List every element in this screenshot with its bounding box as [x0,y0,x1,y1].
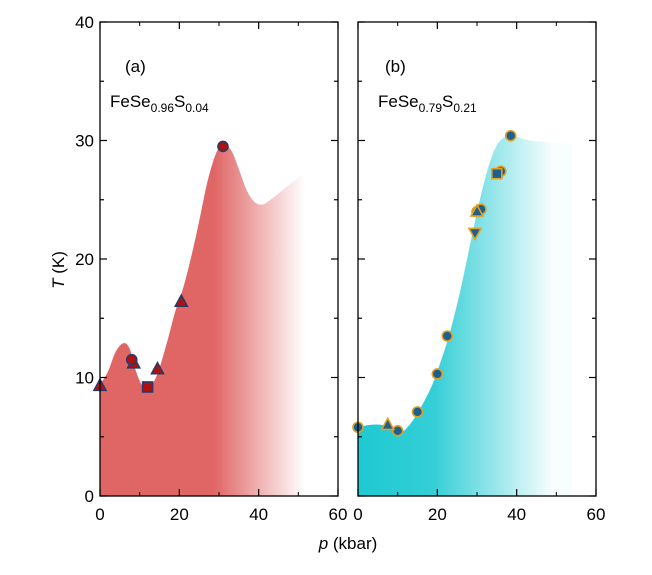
panel-a-x-tick-label: 60 [329,505,348,524]
panel-a-triangle-marker [150,361,165,375]
x-axis-title: p (kbar) [318,534,378,553]
panel-a: 0 20 40 60 0 10 20 30 40 (a) FeSe0.96S0.04 [75,13,347,524]
panel-b-circle-marker [431,368,444,380]
panel-a-y-tick-label: 40 [75,13,94,32]
panel-b-x-tick-label: 0 [353,505,362,524]
panel-a-phase-region [100,144,307,496]
panel-b-triangle-down-marker [467,227,483,242]
panel-b-x-tick-label: 40 [507,505,526,524]
panel-b-formula: FeSe0.79S0.21 [378,92,477,115]
y-axis-title: T (K) [49,251,68,289]
panel-a-triangle-marker [173,293,189,307]
panel-b-phase-region [358,135,573,496]
panel-a-x-tick-label: 20 [170,505,189,524]
panel-a-ticks: 0 20 40 60 0 10 20 30 40 [75,13,347,524]
panel-b-markers [352,129,517,437]
panel-a-formula: FeSe0.96S0.04 [110,92,209,115]
panel-a-x-tick-label: 0 [95,505,104,524]
panel-b-x-tick-label: 60 [587,505,606,524]
panel-a-label: (a) [125,57,146,76]
panel-a-y-tick-label: 30 [75,132,94,151]
panel-a-y-tick-label: 0 [85,487,94,506]
panel-b-circle-marker [391,425,404,437]
panel-b-x-tick-label: 20 [428,505,447,524]
panel-a-square-marker [141,381,154,393]
panel-b-ticks: 0 20 40 60 [353,21,606,524]
panel-b-circle-marker [504,129,517,142]
panel-b-triangle-marker [469,203,485,217]
panel-b: 0 20 40 60 (b) FeSe0.79S0.21 [352,21,606,524]
panel-a-circle-marker [125,353,138,366]
panel-b-circle-marker [411,406,424,418]
panel-b-triangle-marker [380,416,396,431]
panel-b-label: (b) [385,57,406,76]
panel-a-markers [92,140,229,393]
panel-a-y-tick-label: 20 [75,250,94,269]
panel-a-x-tick-label: 40 [249,505,268,524]
panel-a-circle-marker [217,140,229,153]
panel-b-circle-marker [441,330,454,342]
panel-a-y-tick-label: 10 [75,369,94,388]
panel-b-square-marker [491,167,503,180]
